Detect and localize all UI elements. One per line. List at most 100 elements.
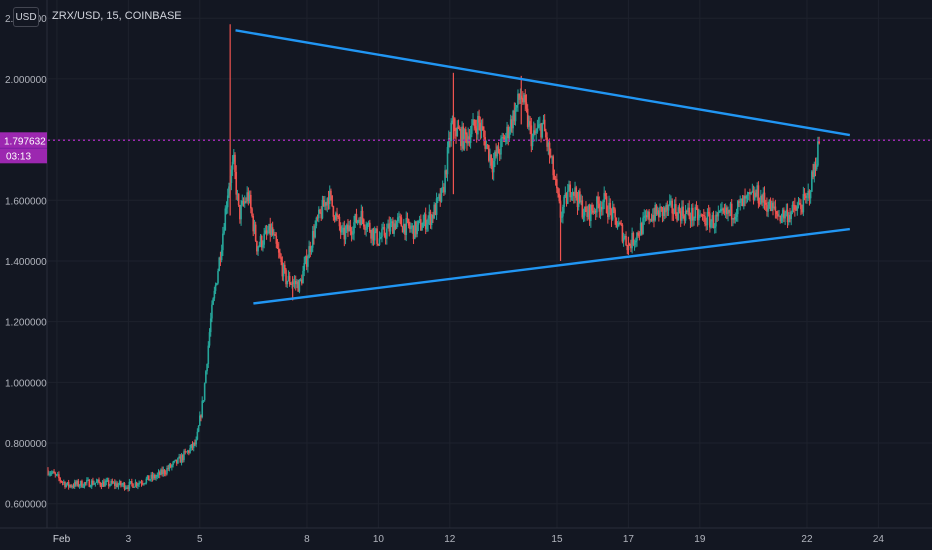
candle-body xyxy=(121,484,123,486)
candle-body xyxy=(253,224,256,232)
candle-body xyxy=(529,121,531,126)
candle-body xyxy=(141,483,144,485)
price-tick-label: 1.600000 xyxy=(5,196,47,207)
candle-body xyxy=(772,202,774,209)
candle-body xyxy=(786,209,789,223)
candle-body xyxy=(405,218,408,235)
candle-body xyxy=(583,206,586,216)
candle-body xyxy=(495,151,497,157)
candle-body xyxy=(651,214,654,221)
candle-body xyxy=(602,202,604,210)
candle-body xyxy=(271,227,274,235)
time-tick-label: 12 xyxy=(444,534,456,545)
candle-body xyxy=(88,479,91,487)
candle-body xyxy=(649,219,652,221)
candle-body xyxy=(755,192,757,197)
current-price-label: 1.797632 xyxy=(4,136,46,147)
candle-body xyxy=(577,191,580,208)
candle-body xyxy=(710,221,712,228)
candle-body xyxy=(625,236,627,246)
candle-body xyxy=(163,469,166,474)
candle-body xyxy=(59,478,61,481)
candle-body xyxy=(497,146,500,154)
candle-body xyxy=(605,196,608,214)
symbol-title[interactable]: ZRX/USD, 15, COINBASE xyxy=(52,10,182,22)
candle-body xyxy=(54,473,57,475)
candle-body xyxy=(599,206,602,212)
candle-body xyxy=(475,128,478,135)
candle-body xyxy=(796,206,799,211)
candle-body xyxy=(534,130,536,134)
time-tick-label: 24 xyxy=(873,534,885,545)
candle-body xyxy=(488,145,490,161)
price-axis[interactable]: 0.600000 0.800000 1.000000 1.200000 1.400000… xyxy=(0,0,48,550)
trendline-upper[interactable] xyxy=(235,29,851,137)
candle-body xyxy=(745,195,748,199)
candle-body xyxy=(270,227,273,236)
candle-body xyxy=(355,214,358,223)
candle-body xyxy=(171,465,173,468)
candle-body xyxy=(756,185,759,197)
candle-body xyxy=(395,221,398,229)
candle-body xyxy=(115,483,117,486)
candle-body xyxy=(184,451,187,453)
candle-body xyxy=(650,219,653,221)
candle-body xyxy=(665,204,667,213)
candle-body xyxy=(628,244,631,246)
candle-body xyxy=(281,262,284,277)
candle-body xyxy=(579,191,581,203)
candle-body xyxy=(815,165,818,170)
candle-body xyxy=(47,470,49,475)
candle-body xyxy=(592,210,595,213)
candle-body xyxy=(359,219,361,226)
trendlines[interactable] xyxy=(235,29,851,305)
trendline-lower[interactable] xyxy=(253,227,850,305)
candle-body xyxy=(375,228,377,232)
candle-body xyxy=(565,193,568,204)
candle-body xyxy=(105,480,108,483)
candle-body xyxy=(392,221,394,234)
candle-body xyxy=(460,129,462,147)
candle-body xyxy=(126,487,128,489)
candle-body xyxy=(525,102,528,109)
candle-body xyxy=(590,204,592,222)
candle-body xyxy=(778,215,780,217)
price-tick-label: 0.800000 xyxy=(5,439,47,450)
candle-body xyxy=(791,204,794,213)
candle-body xyxy=(539,124,541,125)
candle-body xyxy=(736,201,739,215)
time-axis[interactable]: Feb 3 5 8 10 12 15 17 19 22 24 xyxy=(0,527,932,550)
candle-body xyxy=(250,194,252,209)
candle-body xyxy=(711,215,714,222)
candle-body xyxy=(615,217,618,228)
candle-body xyxy=(319,209,321,213)
candle-body xyxy=(769,199,772,212)
candle-body xyxy=(494,151,496,161)
candle-body xyxy=(174,459,177,461)
candle-body xyxy=(331,195,333,207)
candle-body xyxy=(231,161,234,170)
currency-button[interactable]: USD xyxy=(13,7,39,27)
candle-body xyxy=(656,210,659,214)
candle-body xyxy=(687,207,689,212)
candle-body xyxy=(654,204,656,221)
candle-body xyxy=(514,107,517,122)
grid-lines xyxy=(48,0,932,528)
candle-body xyxy=(211,304,213,319)
candle-body xyxy=(50,472,53,474)
candle-body xyxy=(286,280,289,285)
candle-body xyxy=(540,124,542,138)
candle-body xyxy=(490,154,493,166)
candle-body xyxy=(90,480,93,487)
candle-body xyxy=(798,203,801,205)
candle-body xyxy=(532,130,535,137)
candle-body xyxy=(749,192,751,195)
candle-body xyxy=(757,185,760,204)
candle-body xyxy=(569,184,571,198)
candle-body xyxy=(401,226,404,233)
candle-body xyxy=(707,211,710,214)
candle-body xyxy=(301,279,303,284)
candle-body xyxy=(293,281,296,283)
candle-body xyxy=(531,136,534,147)
